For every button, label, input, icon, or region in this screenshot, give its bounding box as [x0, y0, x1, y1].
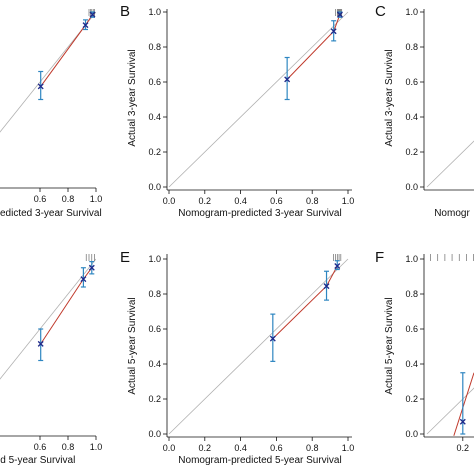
x-tick-label: 0.6 [34, 194, 47, 204]
data-point [80, 276, 87, 283]
calibration-panel-f: 0.2 0.0 0.2 0.4 0.6 0.8 1.0 Actual 5-year Survi… [375, 249, 474, 453]
ideal-reference-line [0, 258, 96, 380]
panel-letter: C [375, 3, 386, 20]
y-tick-label: 0.2 [405, 147, 418, 157]
y-tick-label: 0.6 [148, 324, 161, 334]
y-tick-label: 0.2 [148, 147, 161, 157]
y-tick-label: 0.8 [148, 42, 161, 52]
y-tick-label: 0.6 [148, 77, 161, 87]
y-tick-label: 0.8 [148, 289, 161, 299]
x-tick-label: 0.8 [306, 196, 319, 206]
ideal-reference-line [168, 11, 349, 188]
y-tick-label: 0.8 [405, 289, 418, 299]
plot-area [0, 9, 96, 133]
x-tick-label: 1.0 [90, 442, 103, 452]
x-axis-title: Nomogr [434, 208, 470, 219]
y-tick-label: 0.6 [405, 77, 418, 87]
panel-letter: E [120, 249, 130, 266]
y-axis-title: Actual 5-year Survival [127, 297, 138, 394]
x-axis-title: icted 5-year Survival [0, 455, 75, 466]
data-point [89, 11, 96, 18]
ideal-reference-line [426, 140, 474, 188]
data-point [459, 418, 466, 425]
x-axis-title: Nomogram-predicted 5-year Survival [178, 455, 341, 466]
calibration-panel-e: 0.0 0.2 0.4 0.6 0.8 1.00.00.20.40.60.81.0Nomo… [120, 249, 354, 466]
y-tick-label: 0.4 [405, 112, 418, 122]
x-tick-label: 0.2 [199, 443, 212, 453]
x-tick-label: 0.6 [270, 196, 283, 206]
data-point [269, 335, 276, 342]
plot-area [168, 9, 349, 188]
plot-area [168, 254, 349, 435]
y-tick-label: 0.8 [405, 42, 418, 52]
y-tick-label: 0.4 [148, 112, 161, 122]
x-tick-label: 1.0 [342, 196, 355, 206]
y-tick-label: 0.2 [148, 394, 161, 404]
y-tick-label: 0.4 [148, 359, 161, 369]
ideal-reference-line [168, 258, 349, 435]
y-tick-label: 0.0 [148, 182, 161, 192]
data-point [323, 283, 330, 290]
calibration-panel-b: 0.0 0.2 0.4 0.6 0.8 1.00.00.20.40.60.81.0Nomo… [120, 3, 354, 219]
x-axis-title: Nomogram-predicted 3-year Survival [0, 208, 102, 219]
ideal-reference-line [426, 387, 474, 435]
data-point [37, 340, 44, 347]
plot-area [426, 254, 474, 436]
x-tick-label: 0.8 [62, 442, 75, 452]
x-tick-label: 0.8 [62, 194, 75, 204]
data-point [336, 11, 343, 18]
y-axis-title: Actual 3-year Survival [384, 49, 395, 146]
plot-area [0, 254, 96, 380]
y-axis-title: Actual 5-year Survival [384, 297, 395, 394]
y-axis-title: Actual 3-year Survival [127, 49, 138, 146]
x-tick-label: 0.6 [34, 442, 47, 452]
x-axis-title: Nomogram-predicted 3-year Survival [178, 208, 341, 219]
y-tick-label: 0.2 [405, 394, 418, 404]
y-tick-label: 1.0 [148, 7, 161, 17]
y-tick-label: 0.0 [405, 182, 418, 192]
plot-area [426, 140, 474, 188]
calibration-line [272, 265, 338, 339]
panel-letter: B [120, 3, 130, 20]
x-tick-label: 0.4 [234, 196, 247, 206]
calibration-panel-d: 0.6 0.8 1.0 icted 5-year Survival [0, 254, 102, 466]
calibration-line [453, 372, 474, 436]
x-tick-label: 1.0 [90, 194, 103, 204]
x-tick-label: 0.0 [163, 443, 176, 453]
calibration-line [286, 14, 341, 80]
x-tick-label: 0.2 [457, 443, 470, 453]
y-tick-label: 1.0 [405, 254, 418, 264]
data-point [88, 264, 95, 271]
y-tick-label: 0.0 [148, 429, 161, 439]
panel-letter: F [375, 249, 384, 266]
x-tick-label: 0.0 [163, 196, 176, 206]
calibration-panel-a: 0.6 0.8 1.0 Nomogram-predicted 3-year Survi… [0, 9, 102, 219]
data-point [82, 22, 89, 29]
data-point [334, 263, 341, 269]
y-tick-label: 0.4 [405, 359, 418, 369]
ideal-reference-line [0, 11, 96, 133]
x-tick-label: 0.2 [199, 196, 212, 206]
data-point [37, 83, 44, 90]
data-point [284, 76, 291, 83]
y-tick-label: 1.0 [148, 254, 161, 264]
x-tick-label: 0.4 [234, 443, 247, 453]
y-tick-label: 0.6 [405, 324, 418, 334]
data-point [330, 28, 337, 35]
calibration-panel-c: 0.0 0.2 0.4 0.6 0.8 1.0 Nomogr Actual 3-year Su… [375, 3, 474, 219]
x-tick-label: 0.8 [306, 443, 319, 453]
x-tick-label: 0.6 [270, 443, 283, 453]
y-tick-label: 1.0 [405, 7, 418, 17]
x-tick-label: 1.0 [342, 443, 355, 453]
y-tick-label: 0.0 [405, 429, 418, 439]
